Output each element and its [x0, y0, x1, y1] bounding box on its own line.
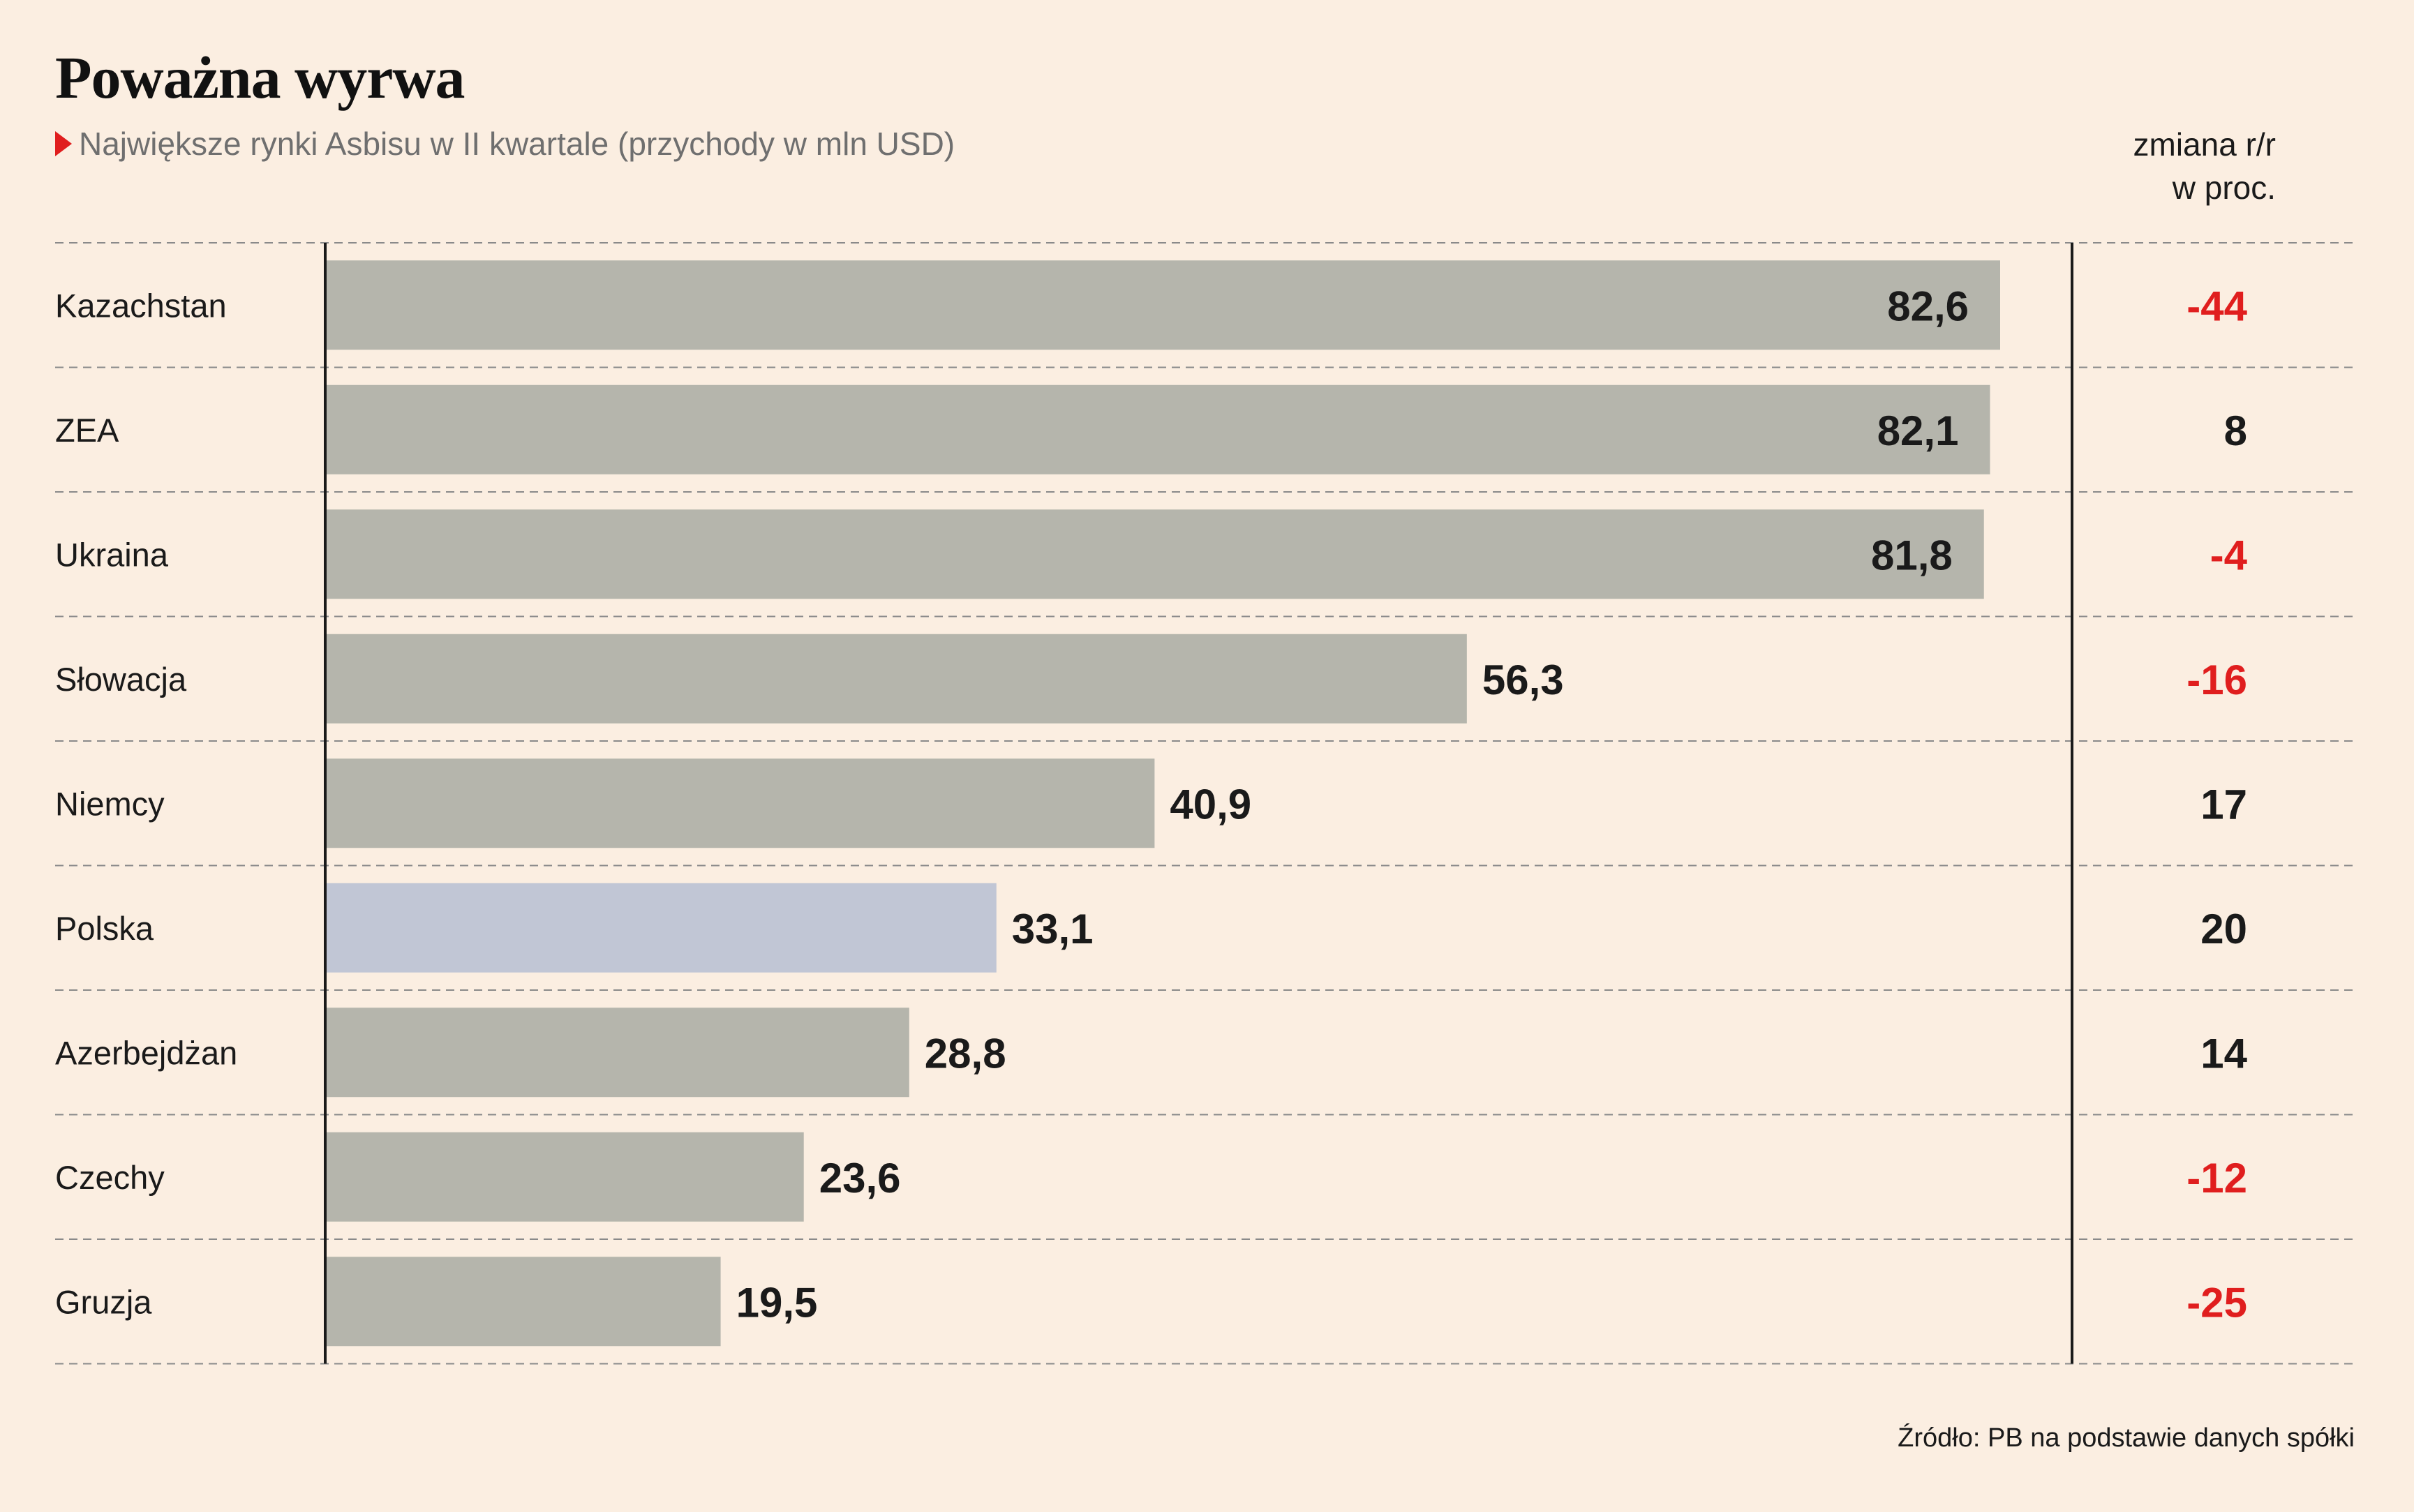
bar-5 [325, 883, 997, 973]
bar-1 [325, 384, 1990, 474]
category-label: Słowacja [55, 661, 187, 698]
change-header-line1: zmiana r/r [2133, 126, 2276, 163]
category-label: Ukraina [55, 536, 169, 573]
value-label: 82,1 [1877, 407, 1959, 454]
change-value: 8 [2224, 407, 2247, 454]
change-value: 17 [2200, 781, 2247, 828]
change-value: -16 [2186, 657, 2247, 703]
category-label: Azerbejdżan [55, 1034, 237, 1071]
category-label: Polska [55, 910, 154, 947]
change-column-header: zmiana r/r w proc. [2133, 123, 2276, 209]
value-label: 19,5 [736, 1279, 818, 1326]
bar-8 [325, 1257, 721, 1347]
value-label: 33,1 [1012, 906, 1094, 952]
source-note: Źródło: PB na podstawie danych spółki [1898, 1423, 2355, 1453]
change-header-line2: w proc. [2172, 170, 2276, 206]
change-value: -25 [2186, 1279, 2247, 1326]
change-value: -4 [2210, 532, 2248, 578]
change-value: -44 [2186, 283, 2247, 329]
bar-2 [325, 509, 1984, 599]
category-label: Czechy [55, 1159, 165, 1196]
bar-0 [325, 260, 2000, 350]
change-value: -12 [2186, 1155, 2247, 1202]
bar-7 [325, 1132, 804, 1222]
category-label: Gruzja [55, 1283, 152, 1320]
value-label: 81,8 [1871, 532, 1953, 578]
change-value: 20 [2200, 906, 2247, 952]
change-value: 14 [2200, 1030, 2247, 1077]
bar-4 [325, 758, 1155, 848]
subtitle-text: Największe rynki Asbisu w II kwartale (p… [79, 126, 955, 162]
category-label: Niemcy [55, 785, 165, 822]
bar-chart: Kazachstan 82,6 -44 ZEA 82,1 8 Ukraina 81,8 -4 Sł… [55, 242, 2353, 1365]
value-label: 40,9 [1170, 781, 1251, 828]
category-label: ZEA [55, 412, 119, 449]
chart-title: Poważna wyrwa [55, 44, 465, 111]
chart-subtitle: Największe rynki Asbisu w II kwartale (p… [55, 124, 955, 163]
category-label: Kazachstan [55, 287, 227, 324]
bar-6 [325, 1008, 909, 1098]
value-label: 56,3 [1482, 657, 1564, 703]
value-label: 28,8 [925, 1030, 1006, 1077]
triangle-marker-icon [55, 131, 72, 156]
value-label: 23,6 [819, 1155, 901, 1202]
value-label: 82,6 [1887, 283, 1969, 329]
bar-3 [325, 634, 1467, 724]
